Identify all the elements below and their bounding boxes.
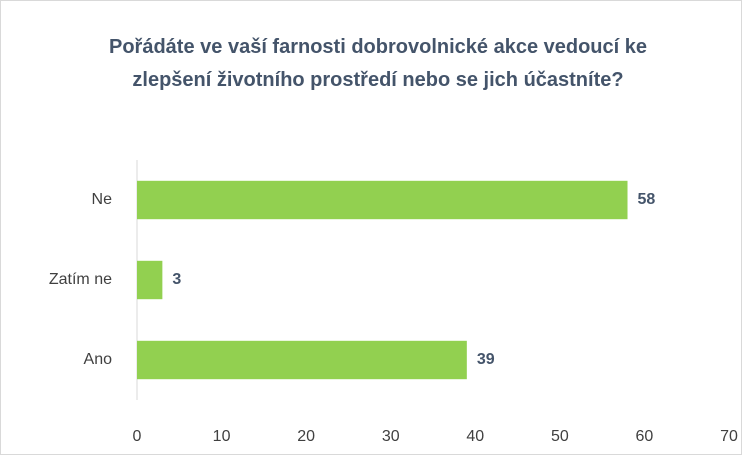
- bar: [137, 340, 467, 380]
- bar: [137, 260, 163, 300]
- x-tick-label: 30: [382, 428, 400, 445]
- x-tick-label: 10: [213, 428, 231, 445]
- x-tick-label: 60: [636, 428, 654, 445]
- x-tick-label: 70: [720, 428, 738, 445]
- y-tick-label: Zatím ne: [49, 271, 112, 288]
- x-tick-label: 20: [297, 428, 315, 445]
- value-label: 58: [638, 191, 656, 208]
- x-tick-label: 40: [466, 428, 484, 445]
- x-tick-label: 0: [133, 428, 142, 445]
- x-tick-label: 50: [551, 428, 569, 445]
- y-tick-label: Ne: [92, 191, 113, 208]
- value-label: 39: [477, 351, 495, 368]
- value-label: 3: [172, 271, 181, 288]
- bar: [137, 180, 628, 220]
- chart-title: Pořádáte ve vaší farnosti dobrovolnické …: [109, 36, 647, 91]
- y-tick-label: Ano: [84, 351, 113, 368]
